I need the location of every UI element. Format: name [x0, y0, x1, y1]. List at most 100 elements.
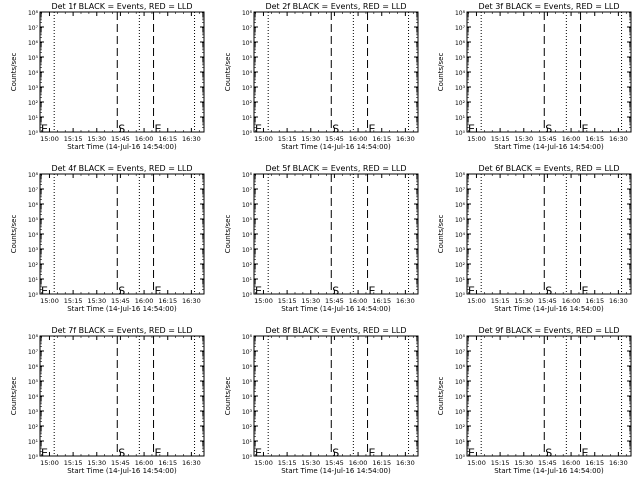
- y-tick-label: 10³: [28, 247, 39, 254]
- x-tick-label: 16:00: [135, 459, 154, 467]
- x-tick-label: 15:15: [491, 135, 510, 143]
- x-tick-label: 15:30: [514, 297, 533, 305]
- y-tick-label: 10⁴: [242, 232, 253, 239]
- detector-panel-8: Det 8f BLACK = Events, RED = LLD 10⁰ 10¹ 10…: [224, 326, 419, 475]
- x-tick-label: 16:00: [349, 297, 368, 305]
- marker-label: S: [118, 284, 125, 297]
- y-tick-label: 10⁵: [455, 379, 466, 386]
- edge-marker-label: E: [255, 122, 262, 135]
- x-tick-label: 15:45: [538, 135, 557, 143]
- y-tick-label: 10⁰: [242, 292, 253, 299]
- edge-marker-label: E: [468, 446, 475, 459]
- x-tick-label: 16:30: [609, 459, 628, 467]
- panel-title: Det 4f BLACK = Events, RED = LLD: [51, 164, 192, 173]
- y-tick-label: 10⁰: [455, 130, 466, 137]
- y-tick-label: 10⁷: [455, 187, 466, 194]
- x-axis-label: Start Time (14-Jul-16 14:54:00): [281, 305, 391, 313]
- y-tick-label: 10¹: [242, 277, 253, 284]
- y-tick-label: 10⁷: [455, 25, 466, 32]
- x-tick-label: 16:30: [396, 135, 415, 143]
- y-tick-label: 10⁶: [455, 40, 466, 47]
- x-tick-label: 15:15: [64, 297, 83, 305]
- x-tick-label: 15:15: [64, 135, 83, 143]
- y-tick-label: 10⁰: [28, 130, 39, 137]
- x-tick-label: 16:00: [562, 459, 581, 467]
- x-tick-label: 15:15: [491, 459, 510, 467]
- y-axis-label: Counts/sec: [437, 53, 445, 92]
- detector-panel-1: Det 1f BLACK = Events, RED = LLD 10⁰ 10¹ 10…: [10, 2, 205, 151]
- y-axis-label: Counts/sec: [437, 377, 445, 416]
- y-tick-label: 10³: [242, 85, 253, 92]
- y-tick-label: 10²: [455, 424, 466, 431]
- y-tick-label: 10⁸: [455, 172, 466, 179]
- y-tick-label: 10¹: [455, 439, 466, 446]
- y-tick-label: 10⁰: [28, 454, 39, 461]
- marker-label: S: [545, 284, 552, 297]
- marker-label: S: [545, 446, 552, 459]
- y-tick-label: 10³: [28, 409, 39, 416]
- y-tick-label: 10⁶: [28, 40, 39, 47]
- y-tick-label: 10³: [455, 409, 466, 416]
- plot-frame: [466, 173, 632, 295]
- y-tick-label: 10⁴: [28, 70, 39, 77]
- x-tick-label: 16:00: [135, 135, 154, 143]
- y-tick-label: 10²: [242, 424, 253, 431]
- x-tick-label: 15:00: [467, 297, 486, 305]
- marker-label: E: [369, 284, 376, 297]
- edge-marker-label: E: [255, 284, 262, 297]
- y-axis-label: Counts/sec: [224, 377, 232, 416]
- y-tick-label: 10³: [242, 409, 253, 416]
- x-tick-label: 16:00: [135, 297, 154, 305]
- y-tick-label: 10⁸: [242, 172, 253, 179]
- marker-label: S: [118, 122, 125, 135]
- y-tick-label: 10⁰: [242, 454, 253, 461]
- marker-label: E: [155, 446, 162, 459]
- panel-title: Det 3f BLACK = Events, RED = LLD: [478, 2, 619, 11]
- x-tick-label: 15:45: [325, 135, 344, 143]
- marker-label: S: [118, 446, 125, 459]
- x-tick-label: 15:00: [40, 135, 59, 143]
- y-tick-label: 10¹: [242, 439, 253, 446]
- detector-panel-9: Det 9f BLACK = Events, RED = LLD 10⁰ 10¹ 10…: [437, 326, 632, 475]
- y-tick-label: 10⁸: [28, 10, 39, 17]
- y-axis-label: Counts/sec: [10, 215, 18, 254]
- x-tick-label: 15:45: [111, 459, 130, 467]
- marker-label: S: [332, 446, 339, 459]
- x-tick-label: 15:15: [278, 459, 297, 467]
- x-tick-label: 15:00: [254, 459, 273, 467]
- y-tick-label: 10⁰: [242, 130, 253, 137]
- y-tick-label: 10⁶: [242, 202, 253, 209]
- x-tick-label: 16:00: [562, 297, 581, 305]
- y-tick-label: 10⁴: [242, 70, 253, 77]
- y-tick-label: 10²: [455, 100, 466, 107]
- x-tick-label: 16:30: [609, 135, 628, 143]
- x-tick-label: 15:30: [87, 297, 106, 305]
- y-tick-label: 10⁶: [455, 364, 466, 371]
- y-tick-label: 10⁶: [455, 202, 466, 209]
- marker-label: E: [582, 122, 589, 135]
- y-tick-label: 10⁵: [455, 55, 466, 62]
- y-axis-label: Counts/sec: [10, 377, 18, 416]
- x-axis-label: Start Time (14-Jul-16 14:54:00): [494, 305, 604, 313]
- panel-title: Det 9f BLACK = Events, RED = LLD: [478, 326, 619, 335]
- y-tick-label: 10¹: [242, 115, 253, 122]
- y-tick-label: 10²: [455, 262, 466, 269]
- x-axis-label: Start Time (14-Jul-16 14:54:00): [281, 467, 391, 475]
- panel-title: Det 6f BLACK = Events, RED = LLD: [478, 164, 619, 173]
- x-tick-label: 16:00: [349, 135, 368, 143]
- x-tick-label: 16:30: [396, 459, 415, 467]
- x-tick-label: 16:15: [158, 297, 177, 305]
- x-tick-label: 15:45: [325, 459, 344, 467]
- detector-panel-5: Det 5f BLACK = Events, RED = LLD 10⁰ 10¹ 10…: [224, 164, 419, 313]
- y-tick-label: 10⁸: [242, 10, 253, 17]
- y-tick-label: 10⁴: [242, 394, 253, 401]
- x-tick-label: 16:15: [585, 135, 604, 143]
- detector-panel-7: Det 7f BLACK = Events, RED = LLD 10⁰ 10¹ 10…: [10, 326, 205, 475]
- panel-title: Det 7f BLACK = Events, RED = LLD: [51, 326, 192, 335]
- y-tick-label: 10³: [242, 247, 253, 254]
- x-tick-label: 15:00: [40, 297, 59, 305]
- x-tick-label: 15:45: [111, 135, 130, 143]
- x-axis-label: Start Time (14-Jul-16 14:54:00): [281, 143, 391, 151]
- y-tick-label: 10⁷: [28, 25, 39, 32]
- y-tick-label: 10⁵: [242, 379, 253, 386]
